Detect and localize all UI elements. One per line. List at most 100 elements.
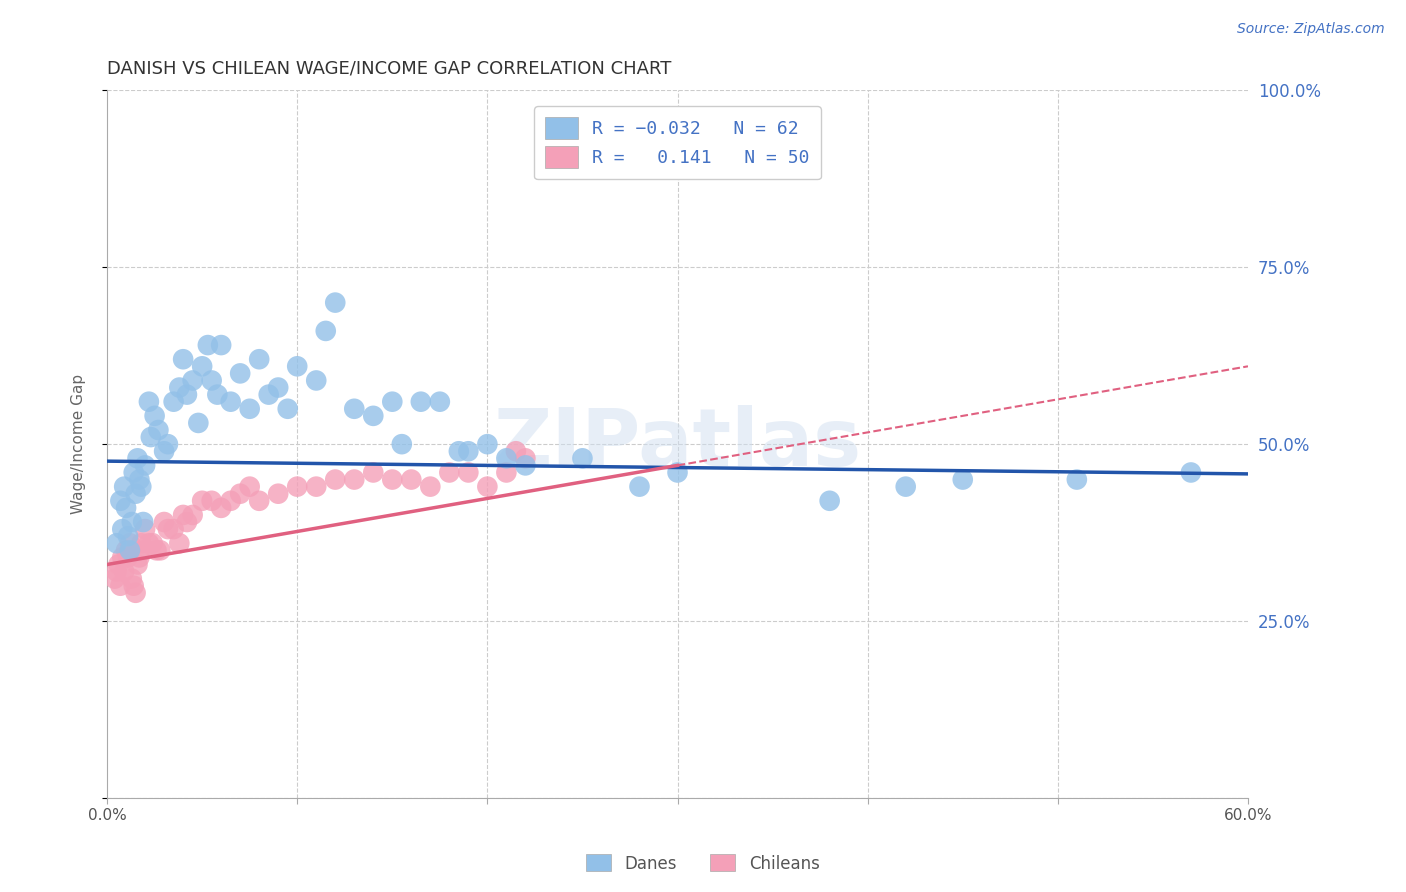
Point [229, 367, 252, 381]
Point [115, 500, 138, 515]
Point [112, 565, 135, 579]
Point [153, 515, 176, 529]
Y-axis label: Wage/Income Gap: Wage/Income Gap [72, 374, 86, 514]
Point [207, 387, 229, 401]
Point [267, 486, 290, 500]
Point [305, 374, 328, 388]
Point [127, 558, 149, 572]
Point [477, 480, 499, 494]
Point [495, 466, 517, 480]
Point [138, 536, 160, 550]
Point [201, 493, 224, 508]
Text: Source: ZipAtlas.com: Source: ZipAtlas.com [1237, 22, 1385, 37]
Point [457, 466, 479, 480]
Point [181, 374, 204, 388]
Point [128, 550, 150, 565]
Point [111, 550, 134, 565]
Point [361, 409, 384, 423]
Point [285, 480, 308, 494]
Point [505, 444, 527, 458]
Point [162, 522, 184, 536]
Point [391, 437, 413, 451]
Point [105, 565, 128, 579]
Point [124, 486, 146, 500]
Point [818, 493, 841, 508]
Point [239, 401, 262, 416]
Point [277, 401, 299, 416]
Point [112, 480, 135, 494]
Point [172, 352, 194, 367]
Point [105, 536, 128, 550]
Point [381, 473, 404, 487]
Point [139, 430, 162, 444]
Point [145, 543, 167, 558]
Point [134, 522, 156, 536]
Point [117, 529, 139, 543]
Point [169, 536, 191, 550]
Text: DANISH VS CHILEAN WAGE/INCOME GAP CORRELATION CHART: DANISH VS CHILEAN WAGE/INCOME GAP CORREL… [107, 60, 672, 78]
Point [128, 473, 150, 487]
Point [148, 423, 170, 437]
Point [219, 394, 242, 409]
Text: ZIPatlas: ZIPatlas [494, 405, 862, 483]
Point [176, 515, 198, 529]
Point [267, 380, 290, 394]
Point [447, 444, 470, 458]
Point [129, 480, 152, 494]
Point [134, 458, 156, 473]
Point [115, 543, 138, 558]
Point [343, 401, 366, 416]
Point [181, 508, 204, 522]
Point [401, 473, 423, 487]
Point [429, 394, 451, 409]
Point [229, 486, 252, 500]
Legend: Danes, Chileans: Danes, Chileans [579, 847, 827, 880]
Point [111, 522, 134, 536]
Point [143, 409, 166, 423]
Point [305, 480, 328, 494]
Point [239, 480, 262, 494]
Point [515, 451, 537, 466]
Point [457, 444, 479, 458]
Point [515, 458, 537, 473]
Point [361, 466, 384, 480]
Point [169, 380, 191, 394]
Point [104, 572, 127, 586]
Point [110, 579, 132, 593]
Point [315, 324, 337, 338]
Point [381, 394, 404, 409]
Point [323, 473, 346, 487]
Point [187, 416, 209, 430]
Point [495, 451, 517, 466]
Point [439, 466, 461, 480]
Point [132, 515, 155, 529]
Point [127, 451, 149, 466]
Point [162, 394, 184, 409]
Point [122, 466, 145, 480]
Point [172, 508, 194, 522]
Point [132, 543, 155, 558]
Point [477, 437, 499, 451]
Point [121, 572, 143, 586]
Point [124, 586, 146, 600]
Point [107, 558, 129, 572]
Point [191, 493, 214, 508]
Point [191, 359, 214, 374]
Point [129, 536, 152, 550]
Point [666, 466, 689, 480]
Point [419, 480, 441, 494]
Point [142, 536, 165, 550]
Point [1180, 466, 1202, 480]
Point [247, 352, 270, 367]
Point [285, 359, 308, 374]
Point [409, 394, 432, 409]
Point [894, 480, 917, 494]
Point [149, 543, 172, 558]
Point [117, 550, 139, 565]
Point [628, 480, 651, 494]
Point [121, 515, 143, 529]
Point [118, 543, 141, 558]
Point [343, 473, 366, 487]
Point [156, 522, 179, 536]
Point [209, 500, 232, 515]
